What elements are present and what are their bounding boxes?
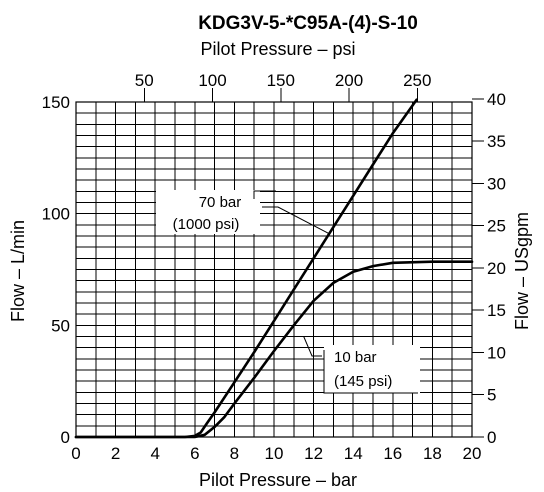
x-bottom-tick-label: 2 — [111, 444, 120, 463]
chart-title: KDG3V-5-*C95A-(4)-S-10 — [198, 13, 418, 34]
y-right-tick-label: 10 — [487, 343, 506, 362]
y-right-tick-label: 15 — [487, 301, 506, 320]
series-line-70-bar — [74, 98, 418, 439]
x-top-tick-label: 150 — [267, 71, 295, 90]
y-right-tick-label: 25 — [487, 217, 506, 236]
x-bottom-tick-label: 14 — [344, 444, 363, 463]
x-bottom-tick-label: 10 — [265, 444, 284, 463]
annotation-10-bar-bracket — [323, 350, 418, 394]
y-right-tick-label: 5 — [487, 386, 496, 405]
annotation-10-bar-leader — [303, 336, 322, 357]
x-bottom-tick-label: 16 — [383, 444, 402, 463]
annotation-10-bar-box — [324, 345, 420, 393]
annotation-10-bar: 10 bar (145 psi) — [303, 336, 420, 394]
annotation-70-bar-line1: 70 bar — [199, 194, 242, 211]
annotation-70-bar-box — [156, 190, 260, 234]
annotation-10-bar-line1: 10 bar — [334, 349, 377, 366]
y-right-tick-label: 35 — [487, 132, 506, 151]
y-right-tick-label: 20 — [487, 259, 506, 278]
x-bottom-tick-label: 12 — [304, 444, 323, 463]
right-axis-title: Flow – USgpm — [512, 212, 532, 330]
x-bottom-tick-label: 18 — [423, 444, 442, 463]
annotation-70-bar-line2: (1000 psi) — [173, 216, 240, 233]
annotation-10-bar-line2: (145 psi) — [334, 373, 392, 390]
y-left-tick-label: 150 — [42, 93, 70, 112]
y-left-tick-label: 50 — [51, 316, 70, 335]
y-left-tick-label: 0 — [61, 428, 70, 447]
x-bottom-tick-label: 6 — [190, 444, 199, 463]
x-bottom-tick-label: 0 — [71, 444, 80, 463]
y-left-tick-label: 100 — [42, 205, 70, 224]
x-bottom-tick-label: 4 — [150, 444, 159, 463]
series-lines — [74, 98, 474, 439]
left-axis-title: Flow – L/min — [8, 220, 28, 322]
annotation-70-bar-leader — [262, 206, 330, 235]
series-line-10-bar — [74, 260, 474, 439]
plot-frame — [75, 101, 473, 438]
y-right-tick-label: 40 — [487, 90, 506, 109]
x-top-tick-label: 50 — [135, 71, 154, 90]
x-bottom-tick-label: 20 — [463, 444, 482, 463]
top-axis-title: Pilot Pressure – psi — [200, 39, 355, 59]
bottom-axis-title: Pilot Pressure – bar — [199, 470, 357, 490]
y-right-tick-label: 0 — [487, 428, 496, 447]
x-bottom-tick-label: 8 — [230, 444, 239, 463]
annotation-70-bar: 70 bar (1000 psi) — [156, 190, 330, 235]
annotation-70-bar-bracket — [253, 190, 276, 199]
x-top-tick-label: 200 — [335, 71, 363, 90]
x-top-tick-label: 250 — [403, 71, 431, 90]
y-right-tick-label: 30 — [487, 174, 506, 193]
x-top-tick-label: 100 — [198, 71, 226, 90]
